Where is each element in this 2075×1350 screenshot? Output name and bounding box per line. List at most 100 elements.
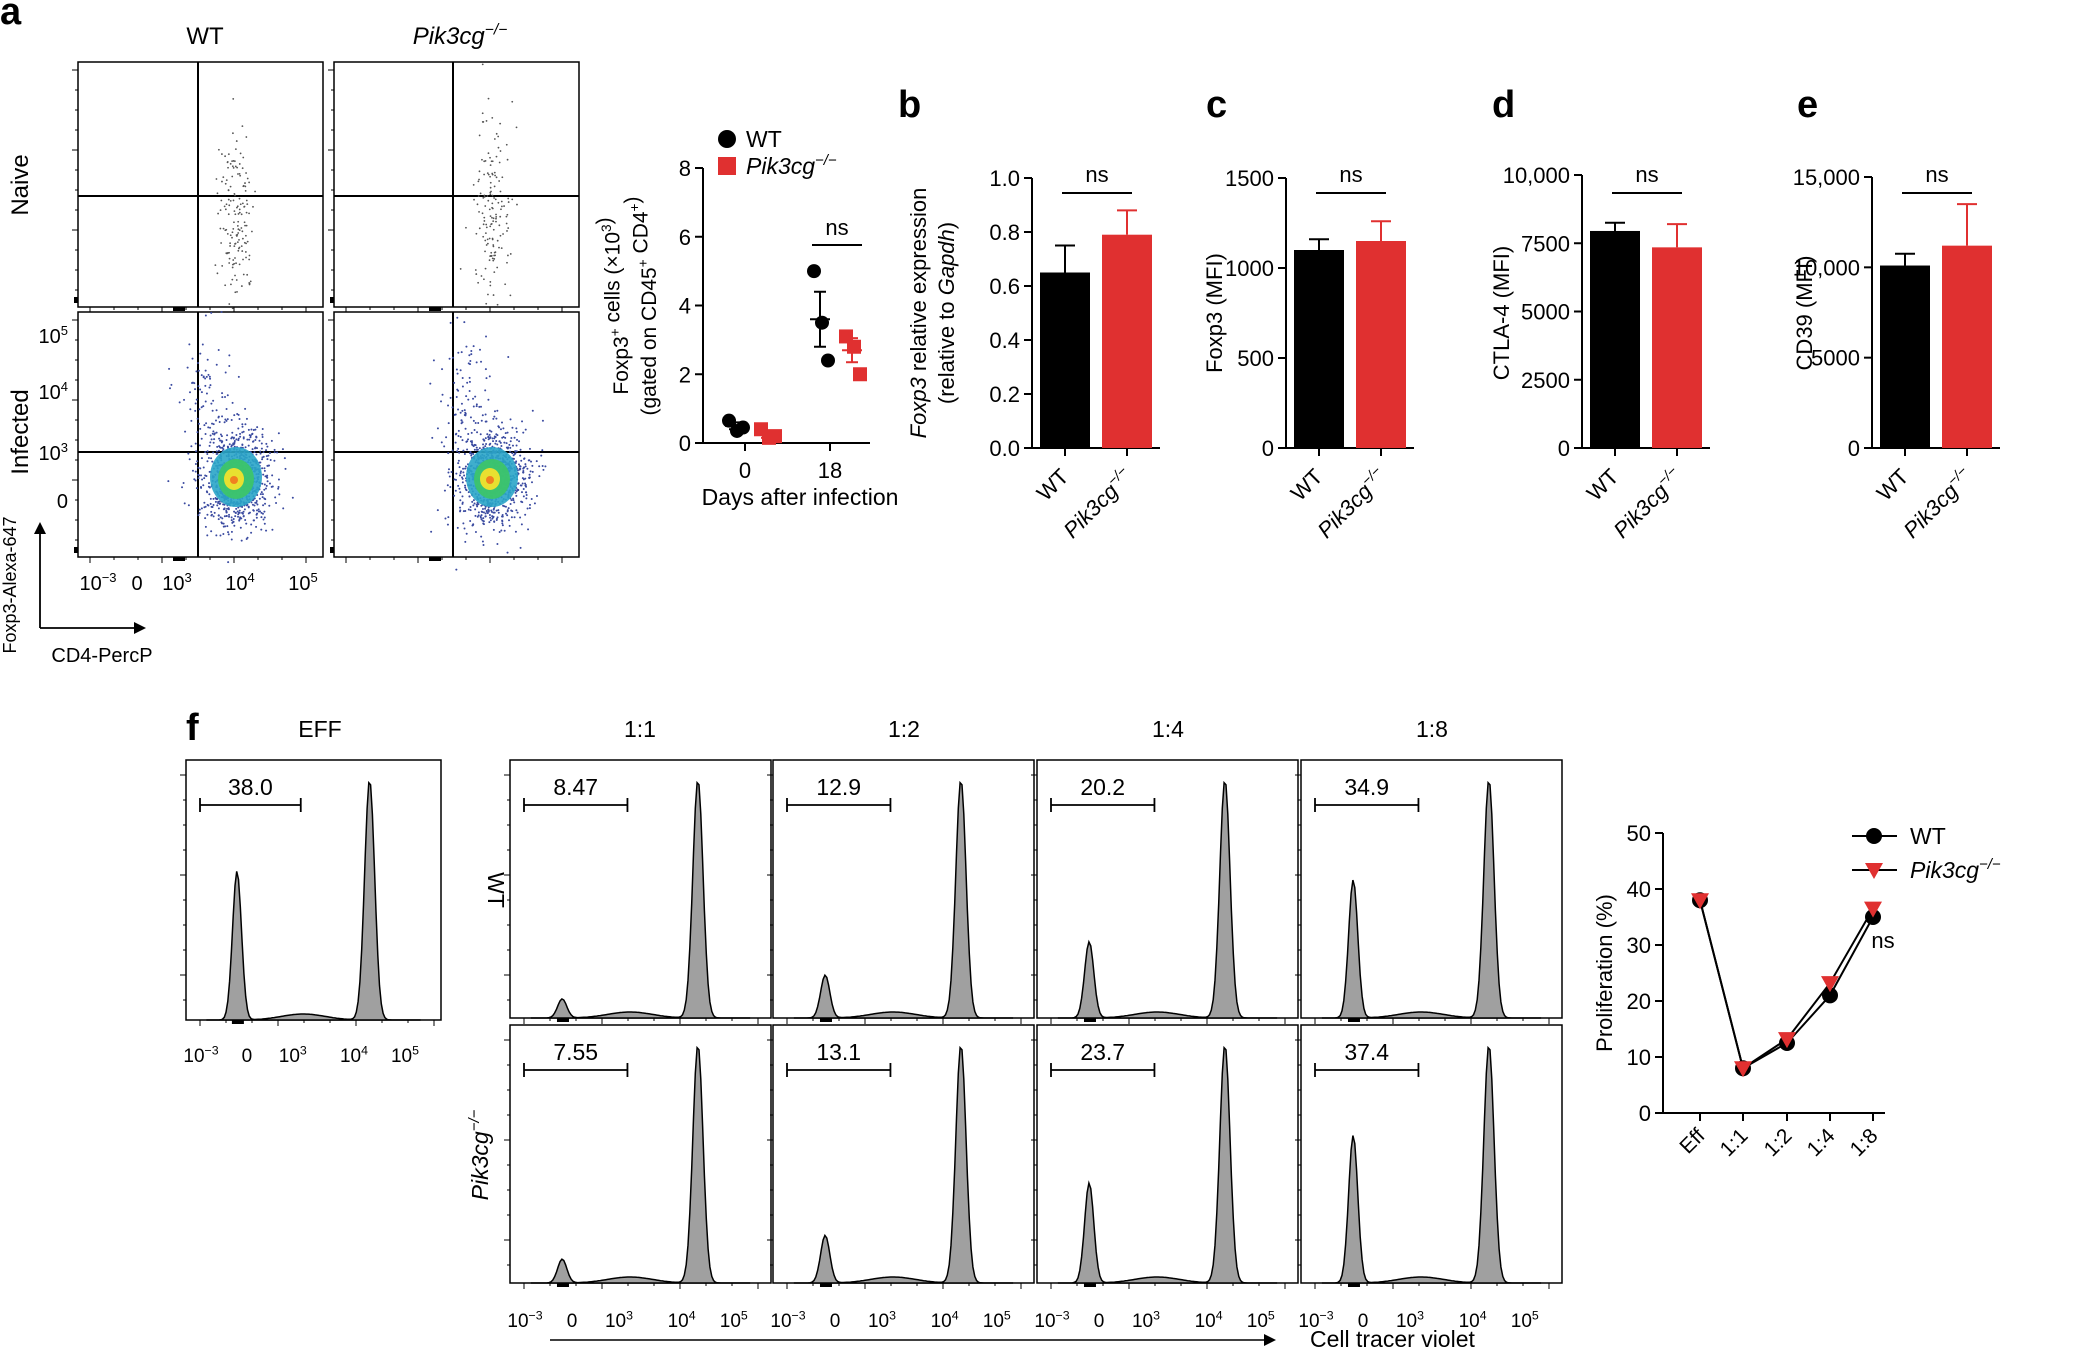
- event-dot: [510, 516, 513, 519]
- event-dot: [498, 161, 501, 164]
- event-dot: [241, 425, 244, 428]
- event-dot: [190, 445, 193, 448]
- event-dot: [238, 172, 241, 175]
- event-dot: [254, 438, 257, 441]
- event-dot: [204, 384, 207, 387]
- event-dot: [241, 125, 244, 128]
- axis-marker: [819, 1018, 832, 1022]
- event-dot: [261, 467, 264, 470]
- event-dot: [515, 126, 518, 129]
- event-dot: [494, 442, 497, 445]
- event-dot: [254, 447, 257, 450]
- event-dot: [206, 452, 209, 455]
- event-dot: [197, 477, 200, 480]
- y-tick-label: 6: [679, 225, 691, 250]
- event-dot: [250, 501, 253, 504]
- event-dot: [463, 474, 466, 477]
- event-dot: [465, 345, 468, 348]
- event-dot: [218, 500, 221, 503]
- event-dot: [507, 254, 509, 257]
- event-dot: [244, 185, 247, 188]
- event-dot: [540, 454, 543, 457]
- event-dot: [204, 369, 207, 372]
- event-dot: [495, 517, 498, 520]
- event-dot: [254, 428, 257, 431]
- event-dot: [215, 431, 218, 434]
- hist-x-tick: 104: [340, 1043, 368, 1067]
- event-dot: [489, 193, 492, 196]
- event-dot: [493, 507, 496, 510]
- hist-frame: [1036, 1024, 1299, 1284]
- event-dot: [505, 143, 508, 146]
- event-dot: [236, 225, 239, 227]
- event-dot: [493, 197, 496, 199]
- event-dot: [218, 420, 221, 423]
- event-dot: [194, 470, 197, 473]
- event-dot: [274, 496, 277, 499]
- event-dot: [494, 251, 497, 254]
- event-dot: [447, 471, 450, 474]
- event-dot: [472, 445, 475, 448]
- event-dot: [261, 512, 264, 515]
- event-dot: [482, 443, 485, 446]
- event-dot: [471, 500, 474, 503]
- event-dot: [231, 231, 234, 234]
- event-dot: [234, 515, 237, 518]
- event-dot: [235, 438, 238, 441]
- col-title-ratio: 1:8: [1416, 716, 1448, 742]
- point-ko: [1864, 901, 1882, 918]
- event-dot: [244, 446, 247, 449]
- event-dot: [221, 265, 224, 267]
- hist-wt-1:2: 12.9: [767, 759, 1035, 1024]
- event-dot: [488, 513, 491, 516]
- significance-label: ns: [1925, 162, 1948, 187]
- event-dot: [478, 227, 481, 230]
- event-dot: [228, 204, 231, 207]
- event-dot: [231, 175, 234, 178]
- event-dot: [223, 205, 226, 208]
- event-dot: [244, 182, 246, 184]
- hist-x-tick: 104: [931, 1308, 959, 1332]
- event-dot: [478, 170, 481, 173]
- event-dot: [228, 251, 230, 254]
- point-ko: [1821, 976, 1839, 993]
- event-dot: [237, 228, 240, 231]
- event-dot: [209, 441, 212, 444]
- event-dot: [238, 208, 241, 211]
- event-dot: [253, 519, 256, 522]
- axis-marker: [330, 297, 334, 303]
- event-dot: [226, 252, 228, 255]
- event-dot: [260, 516, 263, 519]
- event-dot: [472, 183, 475, 186]
- hist-x-tick: 0: [1358, 1311, 1369, 1332]
- event-dot: [459, 369, 462, 372]
- event-dot: [509, 446, 512, 449]
- event-dot: [465, 226, 467, 229]
- y-tick-label: 2: [679, 362, 691, 387]
- event-dot: [506, 158, 509, 161]
- event-dot: [522, 431, 525, 434]
- event-dot: [461, 495, 464, 498]
- flow-y-tick: 104: [39, 379, 68, 404]
- event-dot: [531, 464, 534, 467]
- event-dot: [230, 283, 232, 286]
- event-dot: [506, 551, 509, 554]
- event-dot: [244, 224, 246, 227]
- event-dot: [504, 505, 507, 508]
- event-dot: [259, 461, 262, 464]
- event-dot: [191, 469, 194, 472]
- event-dot: [239, 435, 242, 438]
- event-dot: [490, 510, 493, 513]
- event-dot: [541, 449, 544, 452]
- event-dot: [250, 428, 253, 431]
- event-dot: [481, 112, 484, 115]
- hist-x-tick: 103: [1132, 1308, 1160, 1332]
- event-dot: [216, 445, 219, 448]
- event-dot: [233, 193, 236, 195]
- event-dot: [238, 509, 241, 512]
- event-dot: [491, 116, 494, 119]
- hist-ko-1:1: 7.55: [504, 1024, 772, 1289]
- event-dot: [489, 175, 492, 178]
- event-dot: [261, 496, 264, 499]
- event-dot: [240, 213, 243, 216]
